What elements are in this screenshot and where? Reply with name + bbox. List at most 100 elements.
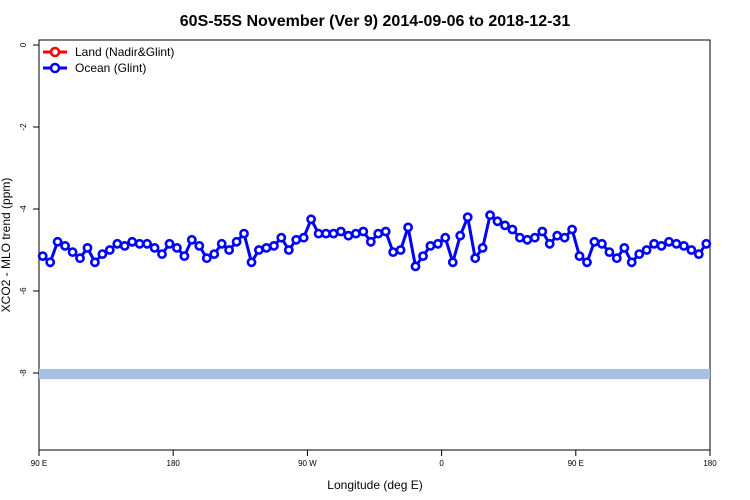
ocean-data-point [186, 234, 197, 245]
ocean-data-point [142, 238, 152, 249]
ocean-data-point [306, 214, 316, 225]
ocean-data-point [358, 226, 369, 237]
ocean-data-point [425, 240, 436, 251]
ocean-data-point [701, 238, 712, 249]
ocean-data-point [410, 261, 421, 272]
ocean-data-point [90, 257, 100, 268]
ocean-data-point [485, 210, 495, 221]
y-tick-label: -6 [19, 287, 28, 295]
ocean-data-point [380, 226, 391, 237]
ocean-data-point [507, 224, 518, 235]
ocean-data-point [321, 228, 331, 239]
x-axis: 90 E 180 90 W 0 90 E 180 [31, 450, 717, 468]
ocean-data-point [365, 236, 376, 247]
ocean-data-point [171, 242, 182, 253]
legend: Land (Nadir&Glint) Ocean (Glint) [43, 45, 174, 75]
ocean-data-point [291, 234, 302, 245]
ocean-data-point [231, 236, 242, 247]
y-axis-label: XCO2 - MLO trend (ppm) [0, 178, 13, 313]
ocean-data-point [164, 238, 175, 249]
ocean-data-point [67, 247, 78, 257]
ocean-data-point [97, 249, 108, 259]
ocean-data-point [127, 236, 138, 247]
ocean-data-point [104, 245, 115, 255]
ocean-series [37, 210, 712, 272]
ocean-data-point [537, 226, 548, 237]
ocean-data-point [597, 238, 607, 249]
ocean-data-point [253, 245, 264, 255]
ocean-data-point [268, 240, 279, 251]
x-axis-label: Longitude (deg E) [327, 478, 422, 492]
ocean-data-point [641, 245, 652, 255]
ocean-data-point [455, 230, 466, 241]
ocean-data-point [522, 234, 533, 245]
x-tick-label: 90 E [568, 459, 584, 468]
ocean-data-point [276, 232, 287, 243]
y-tick-label: -4 [19, 205, 28, 213]
ocean-data-point [500, 220, 510, 231]
x-tick-label: 0 [439, 459, 444, 468]
ocean-data-point [432, 238, 443, 249]
ocean-data-point [604, 247, 615, 257]
x-tick-label: 90 E [31, 459, 47, 468]
x-tick-label: 180 [167, 459, 181, 468]
ocean-data-point [37, 251, 48, 261]
ocean-data-point [179, 251, 190, 261]
ocean-data-point [671, 238, 682, 249]
ocean-data-point [582, 257, 592, 268]
x-tick-label: 180 [703, 459, 717, 468]
legend-ocean-label: Ocean (Glint) [75, 61, 146, 75]
ocean-data-point [149, 242, 160, 253]
ocean-data-point [634, 249, 645, 259]
ocean-data-point [224, 245, 234, 255]
ocean-data-point [664, 236, 674, 247]
ocean-data-point [447, 257, 458, 268]
ocean-data-point [119, 240, 130, 251]
y-tick-label: -8 [19, 369, 28, 377]
ocean-data-point [686, 245, 697, 255]
y-tick-label: -2 [19, 123, 28, 131]
ocean-data-point [574, 251, 585, 261]
ocean-data-point [440, 232, 451, 243]
ocean-data-point [134, 238, 145, 249]
ocean-data-point [201, 253, 212, 264]
ocean-data-point [335, 226, 346, 237]
ocean-data-point [209, 249, 220, 259]
ocean-data-point [611, 253, 622, 264]
ocean-data-point [656, 240, 667, 251]
ocean-data-point [388, 247, 398, 257]
ocean-data-point [239, 228, 249, 239]
ocean-data-point [418, 251, 428, 261]
ocean-data-point [261, 242, 272, 253]
ocean-data-point [298, 232, 309, 243]
legend-ocean-marker [49, 62, 61, 74]
ocean-data-point [544, 238, 555, 249]
ocean-data-point [82, 242, 93, 253]
ocean-data-point [552, 230, 563, 241]
ocean-data-point [403, 222, 413, 233]
ocean-data-point [283, 245, 294, 255]
ocean-data-point [395, 245, 406, 255]
ocean-data-point [567, 224, 577, 235]
ocean-data-point [462, 212, 473, 223]
ocean-data-point [693, 249, 704, 259]
ocean-data-point [477, 242, 488, 253]
chart-title: 60S-55S November (Ver 9) 2014-09-06 to 2… [180, 13, 571, 30]
ocean-data-point [470, 253, 481, 264]
ocean-data-point [373, 228, 384, 239]
ocean-data-point [45, 257, 56, 268]
ocean-data-point [619, 242, 630, 253]
legend-land-marker [49, 46, 61, 58]
ocean-data-point [529, 232, 540, 243]
ocean-data-point [589, 236, 600, 247]
reference-band [39, 368, 710, 380]
ocean-data-point [559, 232, 570, 243]
ocean-data-point [492, 216, 503, 227]
y-tick-label: 0 [19, 42, 28, 47]
ocean-data-point [343, 230, 354, 241]
ocean-data-point [194, 240, 205, 251]
x-tick-label: 90 W [298, 459, 317, 468]
y-axis: 0 -2 -4 -6 -8 [19, 42, 39, 377]
ocean-data-point [216, 238, 227, 249]
